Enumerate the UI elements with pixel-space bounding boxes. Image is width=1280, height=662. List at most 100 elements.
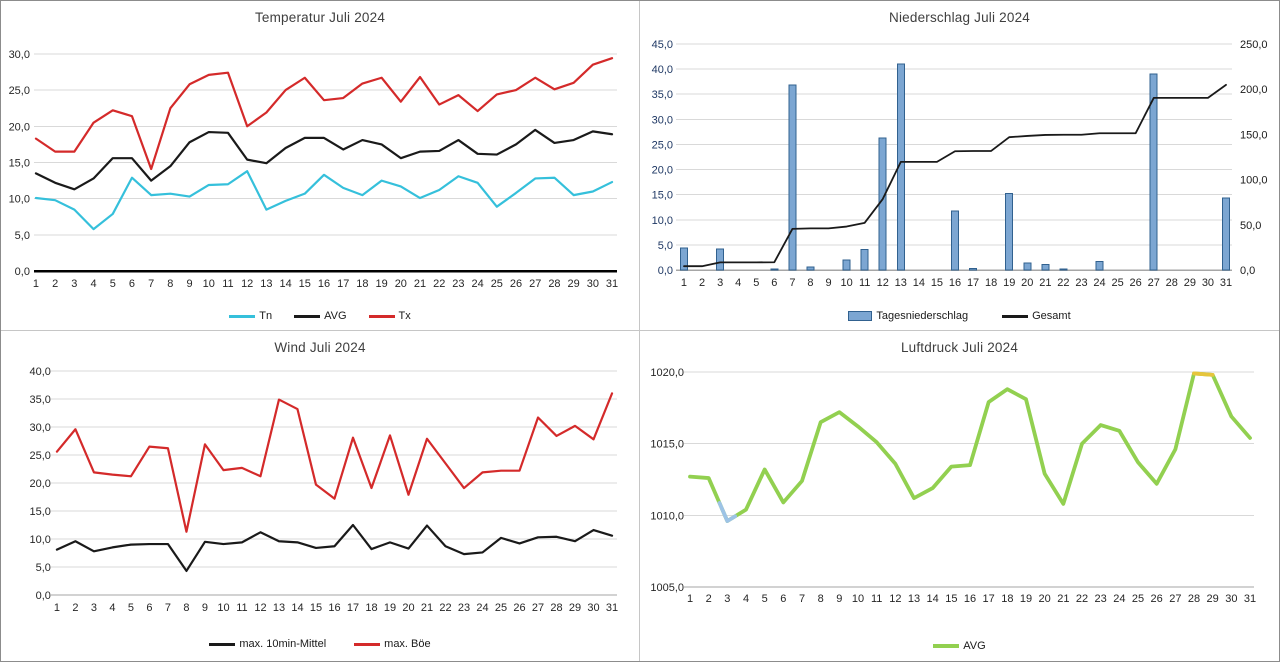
legend-item-tn: Tn — [229, 310, 272, 322]
wind-chart-title: Wind Juli 2024 — [274, 340, 366, 355]
svg-text:35,0: 35,0 — [652, 89, 673, 101]
svg-text:40,0: 40,0 — [652, 64, 673, 76]
svg-text:11: 11 — [236, 602, 247, 614]
svg-text:3: 3 — [724, 593, 730, 605]
svg-text:19: 19 — [1003, 277, 1015, 289]
svg-text:2: 2 — [699, 277, 705, 289]
svg-text:10,0: 10,0 — [652, 215, 673, 227]
svg-text:9: 9 — [202, 602, 208, 614]
svg-text:10,0: 10,0 — [9, 194, 30, 206]
legend-item-10min-mittel: max. 10min-Mittel — [209, 638, 326, 650]
svg-text:9: 9 — [187, 278, 193, 290]
svg-text:1: 1 — [54, 602, 60, 614]
boee-line-swatch — [354, 642, 381, 646]
pressure-chart-panel: Luftdruck Juli 2024 1005,0 1010,0 1015,0 10… — [640, 331, 1279, 661]
svg-text:20,0: 20,0 — [30, 478, 51, 490]
svg-text:4: 4 — [90, 278, 96, 290]
precipitation-legend: Tagesniederschlag Gesamt — [640, 310, 1279, 322]
svg-text:30: 30 — [587, 278, 599, 290]
svg-text:27: 27 — [1148, 277, 1160, 289]
legend-item-tagesniederschlag: Tagesniederschlag — [848, 310, 968, 322]
svg-text:13: 13 — [908, 593, 920, 605]
svg-text:11: 11 — [222, 278, 233, 290]
svg-text:20,0: 20,0 — [9, 121, 30, 133]
svg-text:15,0: 15,0 — [30, 506, 51, 518]
svg-text:2: 2 — [72, 602, 78, 614]
svg-text:19: 19 — [375, 278, 387, 290]
svg-text:40,0: 40,0 — [30, 366, 51, 378]
svg-text:30: 30 — [1202, 277, 1214, 289]
svg-text:21: 21 — [421, 602, 433, 614]
svg-text:19: 19 — [384, 602, 396, 614]
precipitation-chart-panel: Niederschlag Juli 2024 0,0 5,0 10,0 15,0 20,… — [640, 1, 1279, 331]
svg-text:5: 5 — [762, 593, 768, 605]
svg-text:10: 10 — [217, 602, 229, 614]
svg-text:18: 18 — [985, 277, 997, 289]
svg-text:2: 2 — [52, 278, 58, 290]
svg-text:8: 8 — [818, 593, 824, 605]
wind-plot: 0,05,010,015,020,025,030,035,040,01 2 3 4 5 6… — [30, 366, 619, 614]
svg-text:7: 7 — [799, 593, 805, 605]
svg-text:2: 2 — [706, 593, 712, 605]
svg-text:3: 3 — [717, 277, 723, 289]
svg-text:14: 14 — [927, 593, 939, 605]
temperature-legend: Tn AVG Tx — [1, 310, 639, 322]
svg-text:22: 22 — [1076, 593, 1088, 605]
svg-text:30: 30 — [1225, 593, 1237, 605]
legend-label: AVG — [324, 310, 347, 322]
svg-text:5,0: 5,0 — [15, 230, 30, 242]
svg-text:0,0: 0,0 — [36, 590, 51, 602]
svg-text:20,0: 20,0 — [652, 165, 673, 177]
avg-line-swatch — [294, 314, 321, 318]
svg-text:23: 23 — [1075, 277, 1087, 289]
svg-text:13: 13 — [273, 602, 285, 614]
svg-text:23: 23 — [1095, 593, 1107, 605]
svg-text:10: 10 — [203, 278, 215, 290]
svg-text:16: 16 — [949, 277, 961, 289]
svg-text:45,0: 45,0 — [652, 39, 673, 51]
svg-text:27: 27 — [532, 602, 544, 614]
svg-text:28: 28 — [1188, 593, 1200, 605]
svg-text:25: 25 — [1111, 277, 1123, 289]
svg-text:13: 13 — [895, 277, 907, 289]
legend-item-tx: Tx — [368, 310, 411, 322]
svg-text:15: 15 — [310, 602, 322, 614]
svg-text:24: 24 — [476, 602, 488, 614]
legend-item-avg-pressure: AVG — [933, 640, 986, 652]
svg-text:3: 3 — [71, 278, 77, 290]
svg-text:21: 21 — [1039, 277, 1051, 289]
mittel-line-swatch — [209, 642, 236, 646]
svg-text:6: 6 — [129, 278, 135, 290]
svg-text:5: 5 — [128, 602, 134, 614]
svg-text:12: 12 — [241, 278, 253, 290]
svg-text:14: 14 — [913, 277, 925, 289]
svg-text:14: 14 — [279, 278, 291, 290]
svg-text:5,0: 5,0 — [658, 240, 673, 252]
svg-text:24: 24 — [1093, 277, 1105, 289]
svg-text:27: 27 — [1169, 593, 1181, 605]
legend-label: max. Böe — [384, 638, 431, 650]
svg-text:20: 20 — [1039, 593, 1051, 605]
svg-text:31: 31 — [606, 602, 618, 614]
svg-text:22: 22 — [439, 602, 451, 614]
svg-text:1010,0: 1010,0 — [650, 510, 684, 522]
svg-text:31: 31 — [606, 278, 618, 290]
svg-text:24: 24 — [472, 278, 484, 290]
svg-text:8: 8 — [807, 277, 813, 289]
svg-text:4: 4 — [109, 602, 115, 614]
pressure-chart-title: Luftdruck Juli 2024 — [900, 340, 1019, 355]
svg-text:17: 17 — [983, 593, 995, 605]
svg-text:18: 18 — [356, 278, 368, 290]
precipitation-bar-swatch — [848, 311, 873, 321]
svg-text:26: 26 — [1151, 593, 1163, 605]
svg-text:31: 31 — [1220, 277, 1232, 289]
svg-text:15,0: 15,0 — [9, 158, 30, 170]
temperature-chart-panel: Temperatur Juli 2024 0,0 5,0 10,0 15,0 20,0 2… — [1, 1, 640, 331]
legend-label: Tn — [259, 310, 273, 322]
legend-label: Tagesniederschlag — [876, 310, 969, 322]
svg-text:20: 20 — [395, 278, 407, 290]
pressure-legend: AVG — [640, 640, 1279, 652]
svg-text:15: 15 — [945, 593, 957, 605]
svg-text:28: 28 — [548, 278, 560, 290]
